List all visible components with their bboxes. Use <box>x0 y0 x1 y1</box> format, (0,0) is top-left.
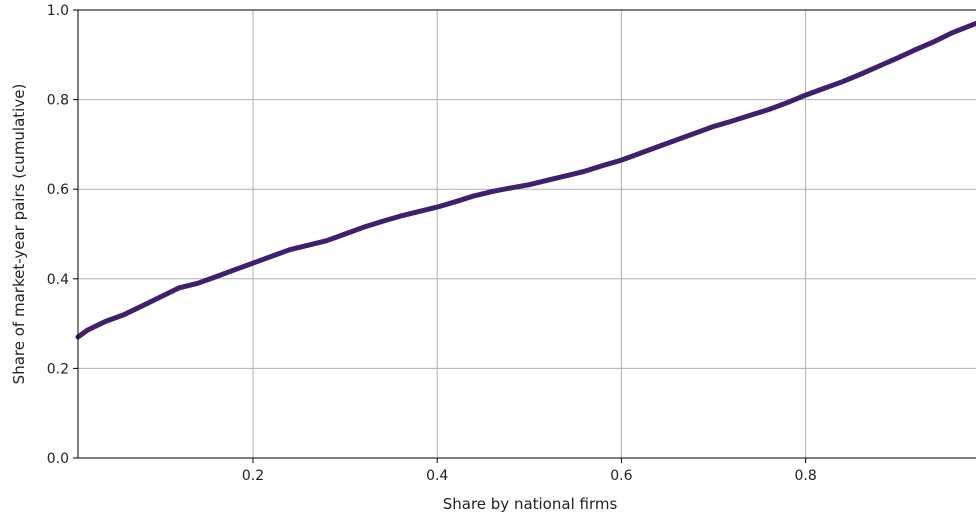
y-tick-label-3: 0.6 <box>47 182 69 198</box>
y-tick-label-0: 0.0 <box>47 451 69 467</box>
x-tick-label-2: 0.6 <box>610 468 632 484</box>
series-line-0 <box>75 20 976 340</box>
y-axis-label: Share of market-year pairs (cumulative) <box>10 84 28 385</box>
y-tick-label-1: 0.2 <box>47 361 69 377</box>
x-axis-label: Share by national firms <box>443 495 618 513</box>
grid <box>78 9 976 459</box>
x-tick-label-1: 0.4 <box>426 468 448 484</box>
y-tick-label-2: 0.4 <box>47 272 69 288</box>
x-tick-label-3: 0.8 <box>794 468 816 484</box>
ticks: 0.2 0.4 0.6 0.8 0.0 0.2 0.4 0.6 0.8 1.0 <box>47 3 817 484</box>
axes <box>77 9 976 459</box>
series-layer <box>75 20 976 340</box>
x-tick-label-0: 0.2 <box>242 468 264 484</box>
y-tick-label-5: 1.0 <box>47 3 69 19</box>
y-tick-label-4: 0.8 <box>47 93 69 109</box>
